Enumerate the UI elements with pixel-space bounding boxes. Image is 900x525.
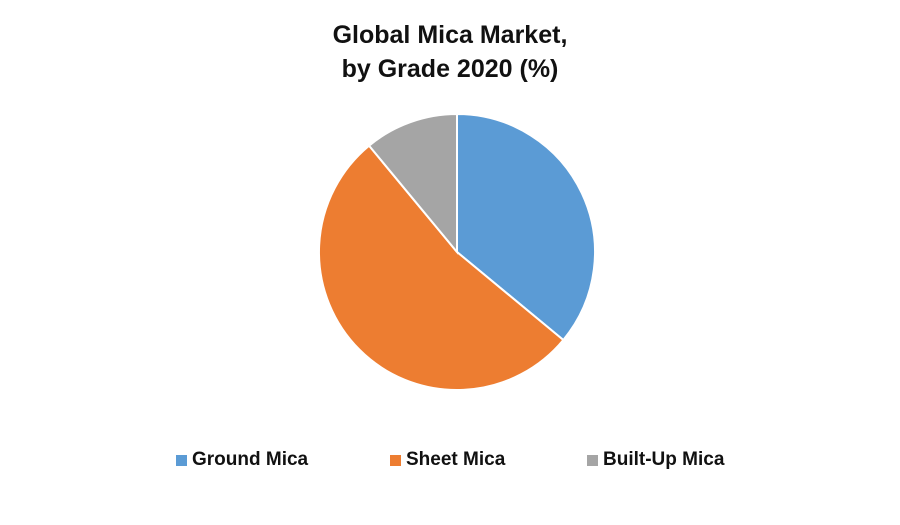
chart-title: Global Mica Market, by Grade 2020 (%) <box>0 18 900 86</box>
legend-item-built-up-mica: Built-Up Mica <box>587 446 724 474</box>
legend-swatch-built-up-mica <box>587 454 598 466</box>
chart-title-line-1: Global Mica Market, <box>332 21 568 49</box>
legend-label-sheet-mica: Sheet Mica <box>406 449 506 470</box>
legend-label-built-up-mica: Built-Up Mica <box>603 449 725 470</box>
slice-sheet-mica <box>318 144 565 391</box>
slice-ground-mica <box>456 112 596 342</box>
chart-legend: Ground Mica Sheet Mica Built-Up Mica <box>0 446 900 474</box>
chart-title-line-2: by Grade 2020 (%) <box>341 55 559 83</box>
slice-built-up-mica <box>367 112 458 255</box>
legend-swatch-sheet-mica <box>390 454 401 466</box>
legend-item-sheet-mica: Sheet Mica <box>390 446 505 474</box>
legend-swatch-ground-mica <box>176 454 187 466</box>
legend-label-ground-mica: Ground Mica <box>192 449 309 470</box>
legend-item-ground-mica: Ground Mica <box>176 446 308 474</box>
